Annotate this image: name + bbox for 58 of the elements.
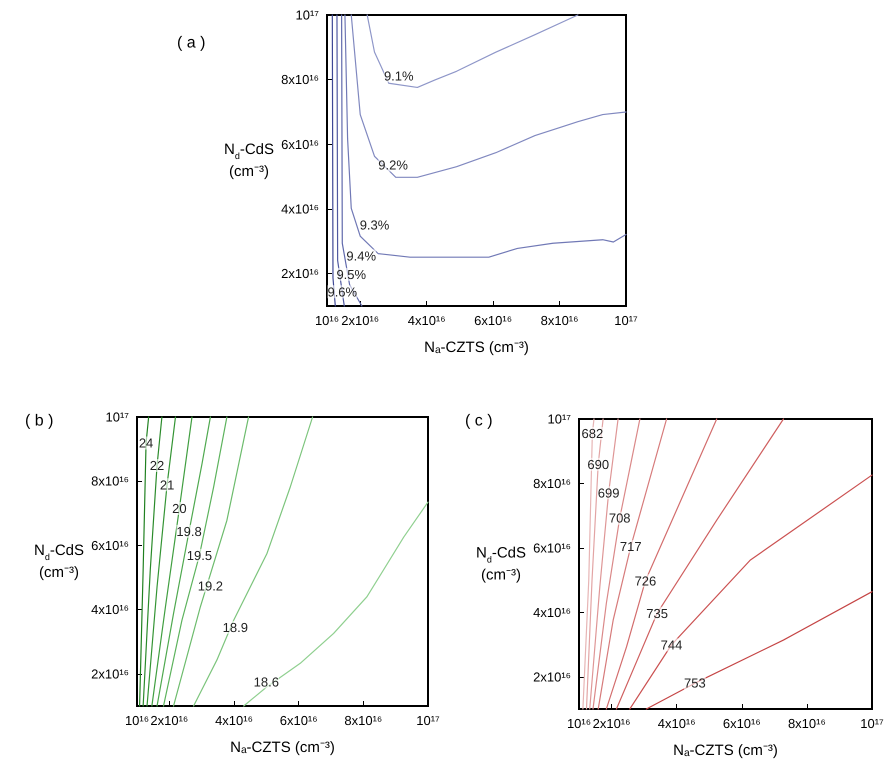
annotation: 708: [608, 510, 631, 526]
x-tick-label: 2x10¹⁶: [150, 713, 188, 728]
x-tick-label: 10¹⁶: [124, 713, 150, 728]
y-tick-label: 10¹⁷: [548, 412, 572, 426]
x-tick-label: 4x10¹⁶: [658, 716, 696, 731]
chart-title: ( c ): [465, 412, 493, 430]
annotation: 735: [646, 606, 668, 621]
annotation: 18.9: [222, 620, 248, 635]
x-axis-title: Nₐ-CZTS (cm⁻³): [230, 739, 335, 756]
y-tick-label: 2x10¹⁶: [91, 666, 129, 682]
x-tick-label: 8x10¹⁶: [788, 716, 826, 731]
x-tick-label: 10¹⁶: [314, 313, 340, 328]
annotation: 699: [598, 485, 620, 500]
x-tick-label: 4x10¹⁶: [215, 713, 253, 728]
annotation: 726: [634, 573, 656, 588]
chart-title: ( b ): [25, 412, 54, 430]
annotation: 24: [138, 436, 154, 451]
annotation: 9.6%: [327, 284, 358, 300]
annotation: 19.2: [198, 578, 224, 594]
text: ( a ): [177, 34, 206, 52]
annotation: 9.2%: [378, 158, 408, 173]
x-tick-label: 8x10¹⁶: [344, 713, 382, 728]
y-tick-label: 4x10¹⁶: [281, 202, 319, 216]
x-tick-label: 2x10¹⁶: [341, 313, 380, 328]
annotation: 717: [620, 539, 642, 554]
annotation: 19.8: [176, 524, 202, 539]
y-tick-label: 8x10¹⁶: [533, 476, 571, 491]
annotation: 22: [150, 458, 164, 473]
annotation: 20: [172, 501, 187, 516]
x-tick-label: 10¹⁷: [614, 313, 638, 328]
y-tick-label: 2x10¹⁶: [281, 266, 319, 282]
annotation: 9.4%: [346, 248, 376, 264]
y-tick-label: 2x10¹⁶: [533, 669, 571, 684]
x-tick-label: 2x10¹⁶: [592, 716, 630, 731]
x-tick-label: 10¹⁷: [860, 716, 884, 731]
y-tick-label: 8x10¹⁶: [281, 72, 319, 88]
annotation: 9.5%: [336, 266, 367, 282]
annotation: 9.3%: [360, 218, 390, 233]
y-tick-label: 10¹⁷: [296, 8, 320, 22]
y-tick-label: 10¹⁷: [106, 410, 130, 424]
x-axis-title: Nₐ-CZTS (cm⁻³): [424, 339, 529, 356]
y-tick-label: 6x10¹⁶: [533, 540, 571, 556]
y-tick-label: 6x10¹⁶: [91, 538, 129, 553]
x-tick-label: 4x10¹⁶: [408, 313, 446, 328]
annotation: 18.6: [254, 674, 279, 690]
y-tick-label: 8x10¹⁶: [91, 474, 129, 489]
y-tick-label: 4x10¹⁶: [91, 602, 129, 618]
annotation: 744: [660, 637, 682, 652]
x-tick-label: 10¹⁶: [566, 716, 592, 731]
y-tick-label: 6x10¹⁶: [281, 136, 319, 152]
x-tick-label: 6x10¹⁶: [722, 716, 761, 731]
x-tick-label: 6x10¹⁶: [474, 313, 512, 328]
annotation: 19.5: [186, 548, 212, 563]
x-tick-label: 10¹⁷: [416, 713, 440, 728]
y-tick-label: 4x10¹⁶: [533, 604, 571, 620]
annotation: 9.1%: [384, 68, 414, 84]
annotation: 21: [160, 477, 174, 492]
x-axis-title: Nₐ-CZTS (cm⁻³): [673, 742, 778, 759]
